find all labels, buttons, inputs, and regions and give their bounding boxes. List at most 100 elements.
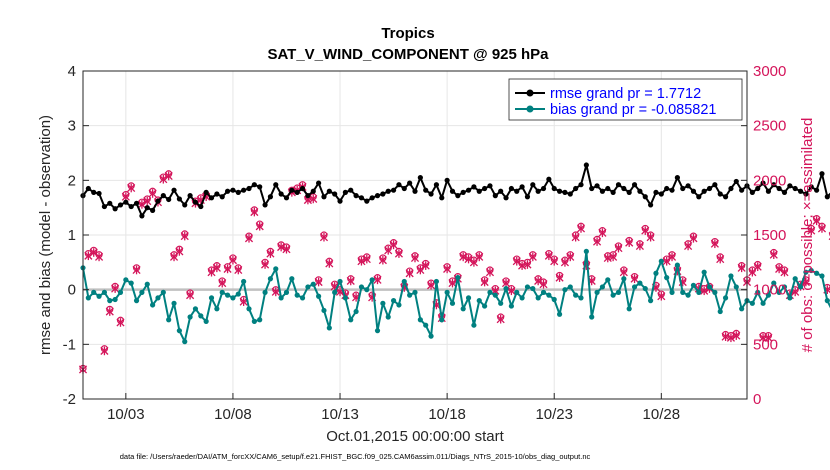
obs-assimilated-marker (571, 232, 580, 242)
rmse-marker (792, 185, 798, 192)
rmse-marker (139, 213, 145, 219)
rmse-marker (765, 188, 772, 194)
bias-marker (267, 276, 274, 282)
rmse-marker (712, 182, 718, 188)
rmse-marker (187, 193, 193, 199)
rmse-marker (117, 202, 124, 208)
bias-marker (546, 292, 552, 298)
bias-marker (342, 295, 348, 301)
obs-assimilated-marker (512, 256, 521, 266)
y-axis-label: rmse and bias (model - observation) (37, 115, 54, 355)
rmse-marker (551, 185, 557, 192)
obs-assimilated-marker (132, 265, 141, 275)
bias-marker (524, 284, 531, 290)
bias-marker (390, 298, 397, 304)
bias-marker (423, 322, 429, 328)
rmse-marker (273, 182, 279, 188)
rmse-marker (144, 205, 150, 211)
bias-marker (251, 318, 257, 324)
rmse-marker (728, 185, 734, 192)
bias-marker (353, 308, 359, 315)
obs-assimilated-marker (619, 267, 628, 277)
rmse-marker (428, 191, 434, 197)
obs-assimilated-marker (775, 264, 784, 274)
bias-marker (508, 303, 514, 309)
bias-marker (364, 287, 370, 293)
rmse-marker (262, 202, 268, 208)
rmse-marker (749, 189, 755, 195)
bias-marker (567, 284, 573, 290)
bias-marker (219, 289, 225, 295)
bias-marker (739, 306, 745, 312)
rmse-marker (589, 185, 595, 192)
bias-marker (123, 277, 129, 283)
obs-assimilated-marker (95, 252, 104, 262)
rmse-marker (573, 185, 579, 192)
y-tick-label: 4 (68, 63, 76, 80)
x-tick-label: 10/13 (321, 406, 359, 423)
rmse-marker (455, 193, 461, 199)
bias-marker (540, 289, 547, 295)
bias-marker (160, 289, 166, 295)
rmse-marker (567, 191, 573, 197)
x-tick-label: 10/03 (107, 406, 145, 423)
bias-marker (117, 289, 124, 295)
obs-assimilated-marker (684, 241, 693, 251)
y-tick-label: 2 (68, 172, 76, 189)
legend: rmse grand pr = 1.7712 bias grand pr = -… (508, 78, 743, 121)
rmse-marker (781, 189, 788, 195)
obs-assimilated-marker (186, 290, 195, 300)
bias-marker (648, 298, 654, 304)
rmse-marker (482, 185, 488, 192)
rmse-marker (503, 195, 509, 201)
rmse-marker (787, 183, 793, 189)
obs-assimilated-marker (555, 273, 564, 282)
bias-marker (214, 306, 220, 312)
bias-marker (578, 295, 584, 301)
rmse-marker (235, 189, 241, 195)
bias-marker (792, 276, 798, 282)
bias-marker (658, 258, 664, 264)
plot-area (78, 70, 830, 400)
obs-assimilated-marker (737, 263, 746, 273)
rmse-marker (771, 182, 777, 188)
bias-marker (610, 292, 616, 298)
obs-assimilated-marker (261, 260, 270, 269)
obs-assimilated-marker (250, 207, 259, 217)
obs-assimilated-marker (410, 253, 420, 263)
obs-assimilated-marker (218, 278, 227, 288)
bias-marker (722, 295, 729, 301)
y-tick-label: 3 (68, 118, 76, 135)
y2-axis-label: # of obs: o=possible; ×=assimilated (799, 118, 816, 353)
rmse-marker (674, 175, 680, 181)
bias-marker (776, 289, 782, 295)
bias-marker (144, 281, 150, 287)
rmse-marker (814, 187, 820, 193)
bias-marker (706, 284, 713, 290)
rmse-marker (214, 191, 220, 197)
bias-marker (283, 289, 290, 295)
obs-assimilated-marker (362, 254, 371, 264)
bias-marker (749, 300, 755, 306)
legend-bias-marker (526, 105, 534, 113)
obs-assimilated-marker (127, 183, 136, 193)
obs-assimilated-marker (496, 314, 505, 324)
rmse-marker (374, 193, 381, 199)
rmse-marker (631, 182, 638, 188)
obs-assimilated-marker (598, 228, 607, 238)
obs-assimilated-marker (726, 333, 735, 343)
rmse-marker (342, 189, 348, 195)
bias-marker (166, 317, 172, 323)
obs-assimilated-marker (528, 252, 537, 262)
obs-assimilated-marker (427, 280, 436, 290)
rmse-marker (198, 203, 204, 210)
bias-marker (471, 322, 477, 328)
rmse-marker (176, 196, 182, 202)
rmse-marker (803, 191, 809, 197)
obs-assimilated-marker (630, 274, 639, 284)
y-axis-right: 0 500 1000 1500 2000 2500 3000 (741, 63, 786, 408)
rmse-marker (642, 194, 648, 200)
x-tick-label: 10/18 (428, 406, 466, 423)
bias-marker (203, 318, 209, 324)
